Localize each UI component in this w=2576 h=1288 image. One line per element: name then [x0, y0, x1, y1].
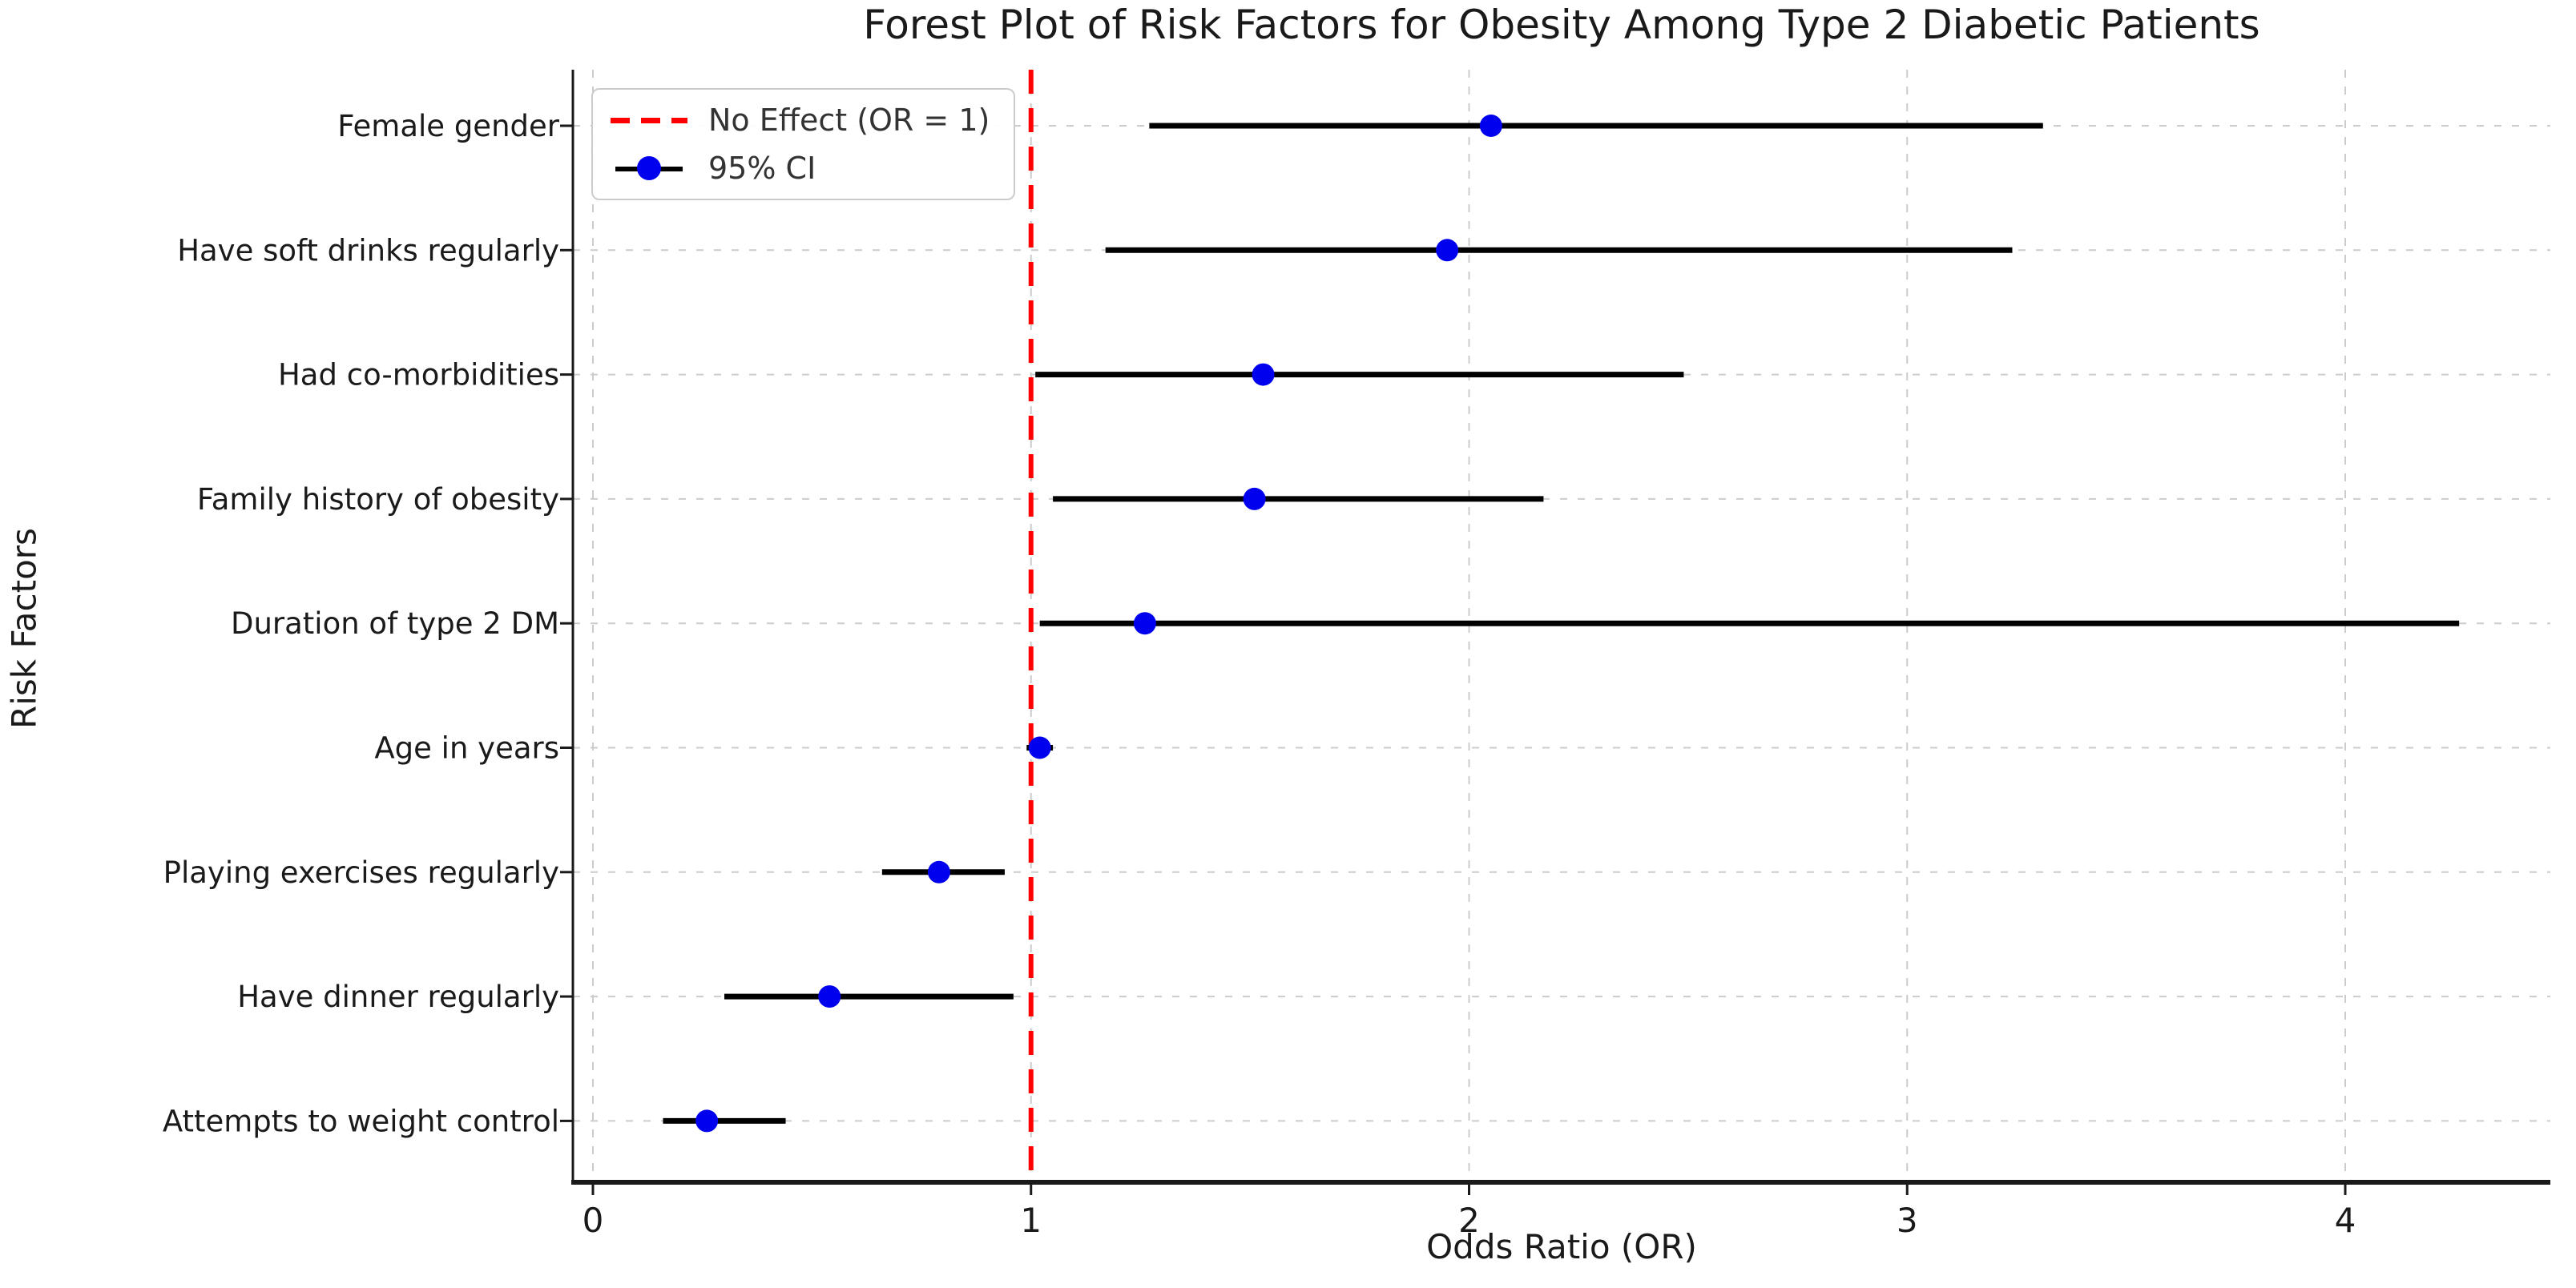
category-label: Attempts to weight control [163, 1104, 559, 1138]
or-point [695, 1109, 719, 1133]
legend: No Effect (OR = 1) 95% CI [591, 88, 1016, 200]
x-tick-label: 1 [1020, 1201, 1042, 1240]
category-label: Family history of obesity [197, 482, 559, 517]
or-point [818, 985, 841, 1008]
x-tick-label: 2 [1458, 1201, 1480, 1240]
category-label: Age in years [374, 731, 559, 766]
or-point [1133, 612, 1156, 635]
legend-item-ci: 95% CI [611, 151, 990, 186]
ci-marker-icon [611, 155, 687, 182]
category-label: Duration of type 2 DM [231, 606, 559, 641]
legend-label-ci: 95% CI [708, 151, 816, 186]
category-label: Had co-morbidities [278, 358, 559, 392]
x-axis-label: Odds Ratio (OR) [1426, 1227, 1697, 1266]
or-point [1479, 115, 1502, 137]
category-label: Female gender [337, 109, 559, 143]
x-tick-label: 0 [583, 1201, 604, 1240]
or-point [1436, 239, 1459, 262]
or-point [1028, 736, 1051, 759]
legend-item-no-effect: No Effect (OR = 1) [611, 103, 990, 138]
x-tick-label: 4 [2335, 1201, 2356, 1240]
category-label: Have dinner regularly [237, 980, 559, 1014]
category-label: Have soft drinks regularly [177, 233, 559, 268]
chart-title: Forest Plot of Risk Factors for Obesity … [863, 2, 2260, 48]
or-point [1252, 363, 1275, 386]
legend-label-no-effect: No Effect (OR = 1) [708, 103, 990, 138]
category-label: Playing exercises regularly [163, 855, 559, 890]
x-tick-label: 3 [1897, 1201, 1918, 1240]
or-point [1243, 487, 1266, 510]
no-effect-dashed-line-icon [611, 107, 687, 134]
or-point [927, 860, 950, 883]
